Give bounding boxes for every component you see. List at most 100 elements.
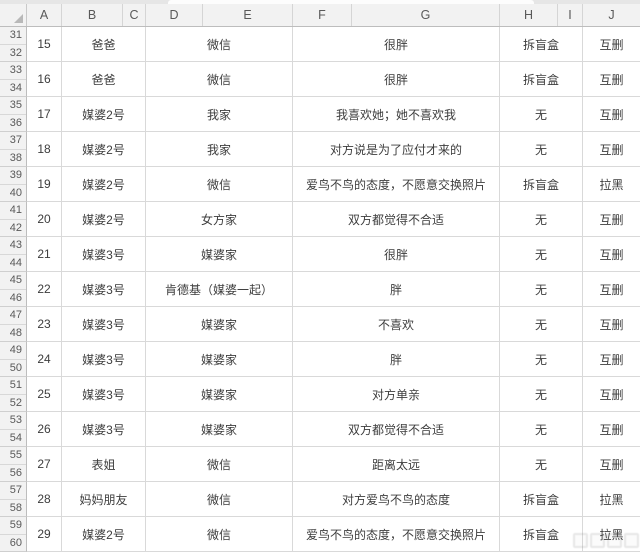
cell-reason[interactable]: 爱鸟不鸟的态度，不愿意交换照片 [293, 517, 500, 552]
cell-result1[interactable]: 拆盲盒 [500, 482, 583, 517]
cell-result2[interactable]: 互删 [583, 237, 640, 272]
row-header[interactable]: 47 [0, 307, 26, 325]
cell-person[interactable]: 爸爸 [62, 62, 146, 97]
column-header-B[interactable]: B [62, 4, 123, 26]
cell-id[interactable]: 15 [27, 27, 62, 62]
row-header[interactable]: 35 [0, 97, 26, 115]
cell-id[interactable]: 29 [27, 517, 62, 552]
row-header[interactable]: 51 [0, 377, 26, 395]
cell-result1[interactable]: 无 [500, 97, 583, 132]
cell-reason[interactable]: 我喜欢她；她不喜欢我 [293, 97, 500, 132]
cell-id[interactable]: 25 [27, 377, 62, 412]
row-header[interactable]: 54 [9, 431, 22, 444]
cell-id[interactable]: 26 [27, 412, 62, 447]
cell-person[interactable]: 媒婆2号 [62, 97, 146, 132]
cell-person[interactable]: 媒婆3号 [62, 412, 146, 447]
cell-place[interactable]: 微信 [146, 447, 293, 482]
row-header[interactable]: 59 [0, 517, 26, 535]
cell-person[interactable]: 媒婆3号 [62, 272, 146, 307]
cell-reason[interactable]: 距离太远 [293, 447, 500, 482]
row-header[interactable]: 39 [0, 167, 26, 185]
cell-result2[interactable]: 互删 [583, 202, 640, 237]
cell-id[interactable]: 21 [27, 237, 62, 272]
row-header[interactable]: 45 [0, 272, 26, 290]
cell-id[interactable]: 16 [27, 62, 62, 97]
cell-id[interactable]: 23 [27, 307, 62, 342]
column-header-H[interactable]: H [500, 4, 558, 26]
cell-result1[interactable]: 拆盲盒 [500, 167, 583, 202]
cell-person[interactable]: 爸爸 [62, 27, 146, 62]
cell-result1[interactable]: 拆盲盒 [500, 27, 583, 62]
column-header-G[interactable]: G [352, 4, 500, 26]
column-header-F[interactable]: F [293, 4, 352, 26]
cell-place[interactable]: 微信 [146, 27, 293, 62]
cell-person[interactable]: 媒婆3号 [62, 307, 146, 342]
row-header[interactable]: 37 [0, 132, 26, 150]
cell-result1[interactable]: 无 [500, 412, 583, 447]
cell-result1[interactable]: 无 [500, 272, 583, 307]
cell-result2[interactable]: 拉黑 [583, 482, 640, 517]
cell-reason[interactable]: 胖 [293, 342, 500, 377]
cell-person[interactable]: 妈妈朋友 [62, 482, 146, 517]
cell-result1[interactable]: 无 [500, 342, 583, 377]
cell-result1[interactable]: 无 [500, 237, 583, 272]
cell-id[interactable]: 28 [27, 482, 62, 517]
cell-reason[interactable]: 对方单亲 [293, 377, 500, 412]
cell-id[interactable]: 20 [27, 202, 62, 237]
cell-reason[interactable]: 不喜欢 [293, 307, 500, 342]
cell-place[interactable]: 媒婆家 [146, 342, 293, 377]
cell-place[interactable]: 微信 [146, 482, 293, 517]
column-header-D[interactable]: D [146, 4, 203, 26]
row-header[interactable]: 56 [9, 466, 22, 479]
cell-result1[interactable]: 拆盲盒 [500, 62, 583, 97]
column-header-J[interactable]: J [583, 4, 640, 26]
cell-place[interactable]: 肯德基（媒婆一起） [146, 272, 293, 307]
row-header[interactable]: 46 [9, 291, 22, 304]
cell-person[interactable]: 媒婆2号 [62, 517, 146, 552]
cell-id[interactable]: 22 [27, 272, 62, 307]
cell-result2[interactable]: 互删 [583, 97, 640, 132]
cell-result2[interactable]: 互删 [583, 132, 640, 167]
cell-result2[interactable]: 互删 [583, 342, 640, 377]
select-all-corner[interactable] [0, 4, 27, 26]
column-header-C[interactable]: C [123, 4, 146, 26]
row-header[interactable]: 40 [9, 186, 22, 199]
cell-result1[interactable]: 拆盲盒 [500, 517, 583, 552]
cell-result2[interactable]: 互删 [583, 307, 640, 342]
cell-result2[interactable]: 互删 [583, 377, 640, 412]
cell-reason[interactable]: 双方都觉得不合适 [293, 412, 500, 447]
row-header[interactable]: 34 [9, 81, 22, 94]
cell-reason[interactable]: 双方都觉得不合适 [293, 202, 500, 237]
column-header-E[interactable]: E [203, 4, 293, 26]
cell-id[interactable]: 18 [27, 132, 62, 167]
row-header[interactable]: 36 [9, 116, 22, 129]
column-header-I[interactable]: I [558, 4, 583, 26]
cell-reason[interactable]: 爱鸟不鸟的态度，不愿意交换照片 [293, 167, 500, 202]
cell-result1[interactable]: 无 [500, 202, 583, 237]
cell-place[interactable]: 媒婆家 [146, 412, 293, 447]
cell-result2[interactable]: 互删 [583, 62, 640, 97]
row-header[interactable]: 38 [9, 151, 22, 164]
row-header[interactable]: 57 [0, 482, 26, 500]
row-header[interactable]: 33 [0, 62, 26, 80]
cell-result2[interactable]: 互删 [583, 447, 640, 482]
cell-person[interactable]: 媒婆2号 [62, 202, 146, 237]
row-header[interactable]: 58 [9, 501, 22, 514]
cell-result1[interactable]: 无 [500, 377, 583, 412]
cell-id[interactable]: 19 [27, 167, 62, 202]
row-header[interactable]: 31 [0, 27, 26, 45]
column-header-A[interactable]: A [27, 4, 62, 26]
cell-reason[interactable]: 对方爱鸟不鸟的态度 [293, 482, 500, 517]
row-header[interactable]: 50 [9, 361, 22, 374]
cell-reason[interactable]: 很胖 [293, 62, 500, 97]
cell-reason[interactable]: 对方说是为了应付才来的 [293, 132, 500, 167]
cell-result1[interactable]: 无 [500, 447, 583, 482]
cell-id[interactable]: 24 [27, 342, 62, 377]
row-header[interactable]: 32 [9, 46, 22, 59]
cell-id[interactable]: 27 [27, 447, 62, 482]
cell-result1[interactable]: 无 [500, 132, 583, 167]
cell-id[interactable]: 17 [27, 97, 62, 132]
row-header[interactable]: 44 [9, 256, 22, 269]
cell-place[interactable]: 微信 [146, 517, 293, 552]
row-header[interactable]: 49 [0, 342, 26, 360]
